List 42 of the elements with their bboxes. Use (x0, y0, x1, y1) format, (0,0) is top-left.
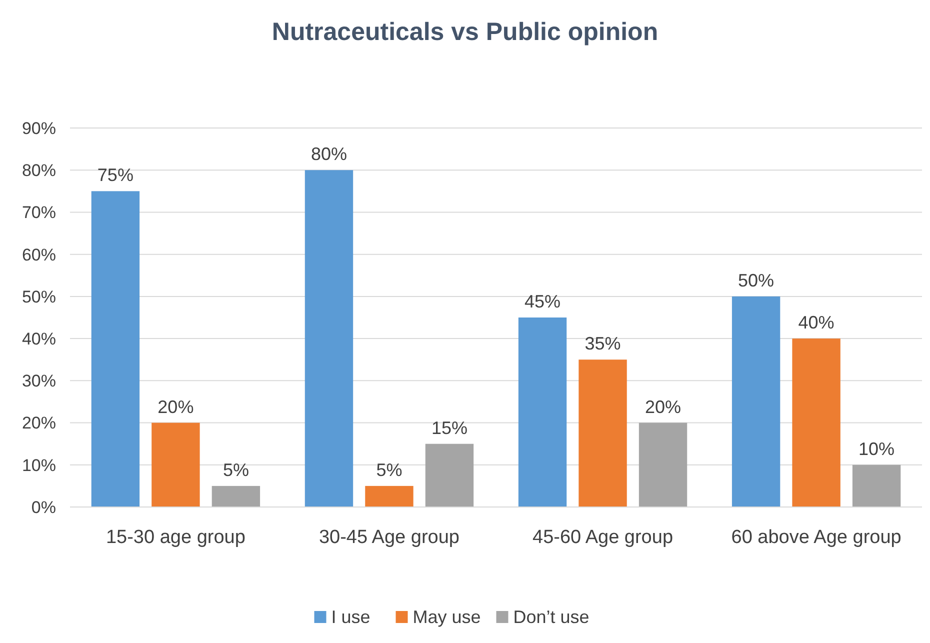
bar (212, 486, 260, 507)
x-tick-label: 45-60 Age group (532, 527, 674, 548)
y-tick-label: 80% (22, 161, 56, 180)
data-label: 45% (524, 292, 561, 312)
y-tick-label: 90% (22, 118, 56, 138)
data-label: 20% (158, 396, 194, 417)
data-label: 5% (376, 460, 402, 480)
bar (91, 191, 140, 507)
y-tick-label: 50% (22, 287, 56, 306)
bar (578, 360, 627, 507)
bar (304, 170, 354, 507)
data-label: 20% (645, 396, 682, 417)
y-tick-label: 60% (22, 245, 56, 264)
data-label: 50% (738, 270, 774, 290)
bar (638, 422, 688, 507)
y-tick-label: 30% (22, 372, 56, 391)
bar (792, 338, 840, 507)
data-label: 40% (798, 312, 834, 333)
chart-title: Nutraceuticals vs Public opinion (272, 18, 658, 46)
bar (852, 464, 901, 507)
data-label: 5% (222, 460, 249, 480)
y-tick-label: 70% (22, 203, 56, 222)
bar (152, 422, 200, 507)
bar (425, 444, 474, 507)
bar (732, 296, 780, 507)
legend-label: May use (412, 607, 481, 627)
legend-label: I use (331, 607, 370, 627)
data-label: 15% (431, 418, 468, 438)
bar (518, 318, 567, 507)
y-tick-label: 0% (31, 498, 56, 517)
x-tick-label: 30-45 Age group (318, 527, 460, 548)
bar (365, 486, 414, 507)
data-label: 80% (310, 144, 347, 164)
data-label: 10% (858, 438, 895, 459)
y-tick-label: 40% (22, 330, 56, 349)
x-tick-label: 60 above Age group (731, 527, 902, 548)
data-label: 35% (584, 334, 621, 354)
x-tick-label: 15-30 age group (106, 527, 246, 548)
data-label: 75% (97, 165, 134, 186)
y-tick-label: 10% (22, 456, 56, 475)
legend-label: Don’t use (513, 607, 590, 627)
y-tick-label: 20% (22, 414, 56, 433)
